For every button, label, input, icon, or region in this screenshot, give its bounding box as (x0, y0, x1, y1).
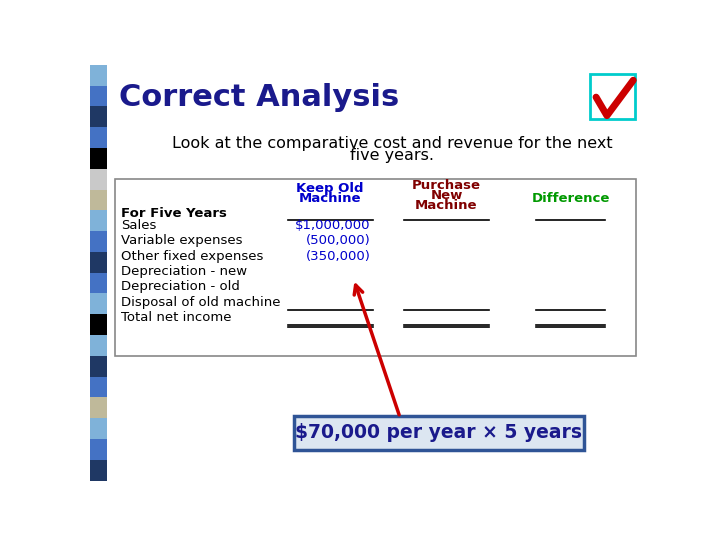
Text: Depreciation - new: Depreciation - new (121, 265, 247, 278)
Bar (90, 252, 107, 273)
Bar (114, 179, 636, 356)
Bar (90, 294, 107, 314)
Text: For Five Years: For Five Years (121, 207, 227, 220)
Text: (500,000): (500,000) (306, 234, 371, 247)
Text: Disposal of old machine: Disposal of old machine (121, 296, 281, 309)
Text: $70,000 per year × 5 years: $70,000 per year × 5 years (295, 423, 582, 442)
Text: Keep Old: Keep Old (297, 182, 364, 195)
Text: Sales: Sales (121, 219, 156, 232)
Text: Difference: Difference (531, 192, 610, 205)
Text: Depreciation - old: Depreciation - old (121, 280, 240, 293)
Bar (90, 231, 107, 252)
Bar (90, 439, 107, 460)
Text: five years.: five years. (350, 148, 434, 163)
Bar (90, 314, 107, 335)
Bar (90, 377, 107, 397)
Bar (90, 65, 107, 85)
Bar (90, 148, 107, 169)
Text: Machine: Machine (415, 199, 478, 212)
Text: Machine: Machine (299, 192, 361, 205)
FancyBboxPatch shape (294, 416, 584, 450)
Bar (90, 127, 107, 148)
Bar (90, 460, 107, 481)
Text: Other fixed expenses: Other fixed expenses (121, 249, 264, 262)
Bar (90, 85, 107, 106)
Bar (90, 418, 107, 439)
Text: Correct Analysis: Correct Analysis (120, 83, 400, 112)
Bar (90, 335, 107, 356)
Text: New: New (431, 189, 463, 202)
Bar (90, 106, 107, 127)
Text: $1,000,000: $1,000,000 (295, 219, 371, 232)
FancyBboxPatch shape (590, 74, 635, 119)
Bar (90, 190, 107, 211)
Text: Purchase: Purchase (412, 179, 481, 192)
Text: (350,000): (350,000) (306, 249, 371, 262)
Text: Variable expenses: Variable expenses (121, 234, 243, 247)
Text: Total net income: Total net income (121, 311, 232, 324)
Bar (90, 168, 107, 190)
Bar (90, 397, 107, 418)
Text: Look at the comparative cost and revenue for the next: Look at the comparative cost and revenue… (172, 136, 613, 151)
Bar (90, 356, 107, 377)
Bar (90, 273, 107, 294)
Bar (90, 211, 107, 231)
